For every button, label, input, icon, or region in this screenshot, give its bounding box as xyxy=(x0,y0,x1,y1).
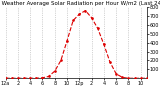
Title: Milwaukee Weather Average Solar Radiation per Hour W/m2 (Last 24 Hours): Milwaukee Weather Average Solar Radiatio… xyxy=(0,1,160,6)
